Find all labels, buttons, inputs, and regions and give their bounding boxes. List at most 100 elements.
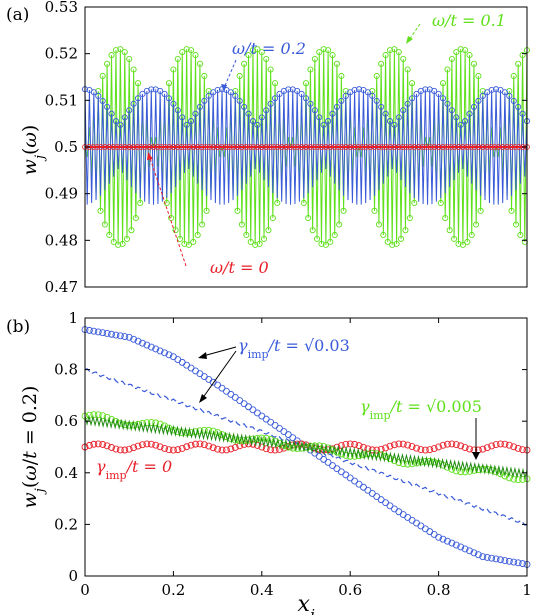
data-point <box>192 367 199 375</box>
data-point <box>174 107 181 114</box>
data-point <box>409 80 416 87</box>
data-point <box>114 144 120 150</box>
data-point <box>227 89 234 96</box>
data-point <box>183 121 190 128</box>
data-point <box>483 553 491 561</box>
data-point <box>267 418 275 426</box>
data-point <box>246 144 253 150</box>
data-point <box>386 47 394 54</box>
data-point <box>514 476 522 484</box>
data-point <box>337 442 345 450</box>
panel-a-ylabel: wj(ω) <box>19 125 48 176</box>
data-point <box>205 92 212 100</box>
data-point <box>294 87 301 94</box>
annotation-gamma-sqrt-0.03: γimp/t = √0.03 <box>238 336 350 361</box>
data-point <box>102 144 108 150</box>
data-point <box>367 144 374 150</box>
data-point <box>245 403 252 411</box>
data-point <box>377 496 385 504</box>
data-point <box>271 446 279 454</box>
data-point <box>426 528 434 536</box>
data-point <box>236 397 244 405</box>
data-point <box>231 394 239 401</box>
annotation-gamma-0.03-line2 <box>201 350 237 400</box>
data-point <box>355 442 363 450</box>
data-point <box>411 199 418 207</box>
data-point <box>492 555 500 563</box>
panel-b-x-ticks: 0 0.2 0.4 0.6 0.8 1 <box>80 318 532 599</box>
data-point <box>99 412 107 420</box>
data-point <box>202 144 209 150</box>
annotation-omega-0-arrow <box>149 157 187 267</box>
data-point <box>470 103 478 110</box>
data-point <box>337 468 345 476</box>
data-point <box>452 541 460 549</box>
data-point <box>475 72 482 80</box>
data-point <box>143 440 151 448</box>
data-point <box>444 100 451 107</box>
data-point <box>386 502 394 510</box>
data-point <box>154 144 161 150</box>
data-point <box>467 144 474 150</box>
data-point <box>346 452 354 460</box>
data-point <box>152 345 160 353</box>
data-point <box>262 445 270 453</box>
data-point <box>241 60 248 67</box>
data-point <box>355 144 362 150</box>
data-point <box>156 443 164 451</box>
data-point <box>355 86 363 93</box>
data-point <box>258 412 266 420</box>
data-point <box>378 60 385 67</box>
data-point <box>510 97 517 104</box>
data-point <box>386 118 394 125</box>
data-point <box>311 107 318 114</box>
data-point <box>85 326 93 334</box>
panel-b-xlabel: xj <box>297 592 314 615</box>
data-point <box>519 560 527 568</box>
data-point <box>514 559 522 567</box>
panel-a-label: (a) <box>6 5 29 25</box>
series-line-omega-0.2 <box>84 89 528 205</box>
annotation-omega-0-arrowhead <box>147 152 153 160</box>
data-point <box>222 446 230 454</box>
data-point <box>380 231 387 239</box>
data-point <box>409 95 416 102</box>
data-point <box>125 333 133 341</box>
data-point <box>148 86 155 93</box>
data-point <box>406 214 413 222</box>
data-point <box>250 144 257 150</box>
y-tick-label: 1 <box>68 309 78 327</box>
data-point <box>134 144 141 150</box>
panel-a: 0.47 0.48 0.49 0.5 0.51 0.52 0.53 (a) wj(ω) ω/… <box>6 0 531 296</box>
data-point <box>284 431 292 439</box>
data-point <box>226 144 233 150</box>
data-point <box>371 207 378 214</box>
data-point <box>505 557 513 565</box>
y-tick-label: 0.51 <box>45 91 78 109</box>
data-point <box>404 66 411 73</box>
data-point <box>258 144 265 150</box>
data-point <box>457 543 465 551</box>
data-point <box>318 240 325 247</box>
data-point <box>243 231 250 239</box>
data-point <box>214 144 221 150</box>
data-point <box>214 429 222 437</box>
data-point <box>475 144 482 150</box>
data-point <box>161 90 168 97</box>
data-point <box>461 545 469 553</box>
data-point <box>176 235 184 242</box>
data-point <box>395 459 403 466</box>
data-point <box>391 46 398 53</box>
data-point <box>315 144 321 150</box>
data-point <box>339 144 346 150</box>
data-point <box>446 227 453 234</box>
data-point <box>488 86 495 94</box>
data-point <box>99 72 106 80</box>
data-point <box>272 80 279 87</box>
x-tick-label: 0.6 <box>338 581 362 599</box>
data-point <box>178 358 186 366</box>
data-point <box>200 373 208 381</box>
x-tick-label: 1 <box>522 581 532 599</box>
data-point <box>329 110 336 117</box>
